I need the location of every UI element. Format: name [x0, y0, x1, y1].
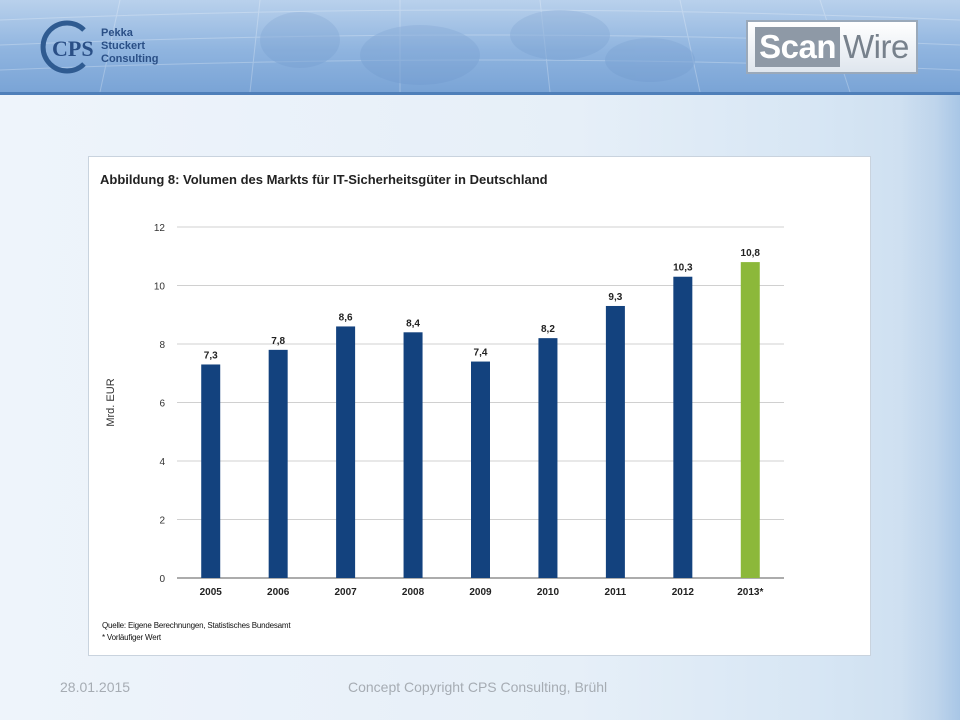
bar	[538, 338, 558, 578]
bar-value-label: 7,8	[271, 336, 285, 347]
chart-footnote: * Vorläufiger Wert	[102, 633, 161, 642]
map-background	[0, 0, 960, 92]
bar-value-label: 10,8	[741, 248, 761, 259]
side-decoration	[900, 95, 960, 720]
bar	[336, 326, 356, 578]
header-banner: CPS Pekka Stuckert Consulting Scan Wire	[0, 0, 960, 95]
cps-logo-text: CPS	[52, 36, 94, 61]
scanwire-logo: Scan Wire	[746, 20, 918, 74]
x-tick-label: 2013*	[737, 587, 763, 598]
chart-title: Abbildung 8: Volumen des Markts für IT-S…	[100, 172, 548, 187]
y-tick-label: 8	[159, 340, 165, 351]
x-tick-label: 2006	[267, 587, 290, 598]
bar-value-label: 8,6	[339, 312, 353, 323]
bar-value-label: 9,3	[608, 292, 622, 303]
x-tick-label: 2010	[537, 587, 560, 598]
footer-date: 28.01.2015	[60, 679, 131, 695]
scanwire-logo-part1: Scan	[755, 27, 841, 67]
y-tick-label: 6	[159, 399, 165, 410]
cps-logo: CPS	[40, 20, 94, 74]
scanwire-logo-part2: Wire	[843, 28, 909, 65]
chart-figure: Abbildung 8: Volumen des Markts für IT-S…	[88, 156, 871, 656]
y-tick-label: 4	[159, 457, 165, 468]
bar-value-label: 8,2	[541, 324, 555, 335]
footer-copyright: Concept Copyright CPS Consulting, Brühl	[348, 679, 608, 695]
y-tick-label: 2	[159, 516, 165, 527]
bar	[605, 305, 625, 578]
bar	[673, 276, 693, 578]
bar-chart: 0 2 4 6 8 10 12 Mrd. EUR 7,3 2005 7,8 2006 8,6 2007 8,…	[105, 223, 784, 598]
chart-source-note: Quelle: Eigene Berechnungen, Statistisch…	[102, 621, 291, 630]
y-tick-label: 10	[154, 282, 166, 293]
company-line: Pekka	[101, 27, 133, 39]
company-line: Stuckert	[101, 40, 146, 52]
company-name: Pekka Stuckert Consulting	[101, 27, 158, 66]
bar	[201, 364, 221, 578]
x-tick-label: 2011	[605, 587, 627, 598]
x-tick-label: 2005	[200, 587, 223, 598]
bar-value-label: 8,4	[406, 318, 420, 329]
bar-value-label: 7,3	[204, 350, 218, 361]
bar-value-label: 10,3	[673, 263, 693, 274]
y-tick-label: 12	[154, 223, 166, 234]
bar-value-label: 7,4	[474, 348, 488, 359]
y-axis-label: Mrd. EUR	[105, 378, 117, 426]
x-tick-label: 2012	[672, 587, 695, 598]
x-tick-label: 2008	[402, 587, 425, 598]
x-tick-label: 2009	[469, 587, 492, 598]
company-line: Consulting	[101, 53, 159, 65]
bar	[740, 262, 760, 578]
bar	[471, 361, 490, 578]
bar	[268, 349, 288, 578]
bar	[403, 332, 423, 578]
y-tick-label: 0	[159, 574, 165, 585]
x-tick-label: 2007	[334, 587, 357, 598]
